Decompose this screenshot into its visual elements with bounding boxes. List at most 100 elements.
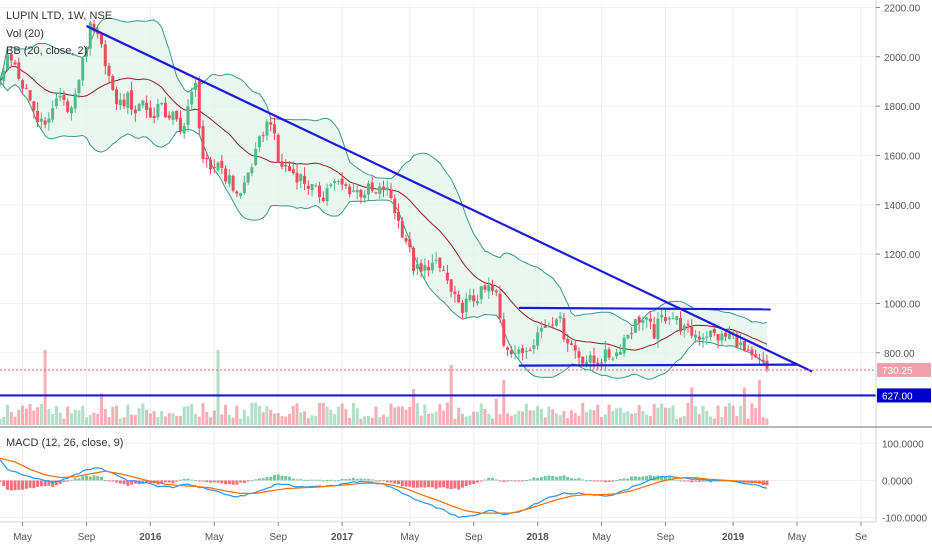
candle-body[interactable] — [615, 352, 619, 357]
candle-body[interactable] — [393, 198, 397, 214]
candle-body[interactable] — [186, 106, 190, 125]
candle-body[interactable] — [336, 181, 340, 183]
candle-body[interactable] — [167, 115, 171, 119]
candle-body[interactable] — [641, 320, 645, 323]
candle-body[interactable] — [242, 182, 246, 194]
candle-body[interactable] — [543, 325, 547, 328]
candle-body[interactable] — [506, 347, 510, 350]
candle-body[interactable] — [13, 62, 17, 65]
candle-body[interactable] — [276, 134, 280, 163]
candle-body[interactable] — [359, 189, 363, 198]
candle-body[interactable] — [280, 161, 284, 167]
candle-body[interactable] — [348, 186, 352, 195]
candle-body[interactable] — [178, 117, 182, 132]
candle-body[interactable] — [637, 316, 641, 323]
candle-body[interactable] — [720, 333, 724, 341]
candle-body[interactable] — [603, 349, 607, 362]
candle-body[interactable] — [494, 290, 498, 293]
candle-body[interactable] — [190, 91, 194, 105]
candle-body[interactable] — [472, 295, 476, 302]
candle-body[interactable] — [66, 101, 70, 112]
candle-body[interactable] — [539, 327, 543, 332]
candle-body[interactable] — [682, 325, 686, 331]
candle-body[interactable] — [558, 316, 562, 319]
candle-body[interactable] — [160, 103, 164, 105]
candle-body[interactable] — [607, 349, 611, 358]
candle-body[interactable] — [502, 319, 506, 346]
candle-body[interactable] — [148, 107, 152, 118]
candle-body[interactable] — [517, 349, 521, 354]
candle-body[interactable] — [709, 330, 713, 337]
candle-body[interactable] — [513, 353, 517, 355]
candle-body[interactable] — [227, 175, 231, 184]
macd-legend[interactable]: MACD (12, 26, close, 9) — [6, 437, 124, 449]
candle-body[interactable] — [133, 109, 137, 114]
candle-body[interactable] — [171, 111, 175, 120]
candle-body[interactable] — [17, 62, 21, 79]
candle-body[interactable] — [727, 333, 731, 340]
candle-body[interactable] — [156, 104, 160, 118]
candle-body[interactable] — [254, 148, 258, 165]
candle-body[interactable] — [32, 101, 36, 111]
candle-body[interactable] — [363, 194, 367, 199]
candle-body[interactable] — [705, 336, 709, 338]
candle-body[interactable] — [577, 351, 581, 358]
candle-body[interactable] — [209, 159, 213, 170]
candle-body[interactable] — [194, 82, 198, 90]
candle-body[interactable] — [400, 220, 404, 238]
candle-body[interactable] — [761, 359, 765, 362]
candle-body[interactable] — [257, 136, 261, 148]
candle-body[interactable] — [491, 284, 495, 291]
candle-body[interactable] — [73, 93, 77, 109]
candle-body[interactable] — [427, 266, 431, 271]
candle-body[interactable] — [445, 272, 449, 281]
candle-body[interactable] — [77, 80, 81, 94]
candle-body[interactable] — [284, 164, 288, 167]
candle-body[interactable] — [100, 34, 104, 45]
candle-body[interactable] — [333, 181, 337, 183]
candle-body[interactable] — [103, 44, 107, 67]
candle-body[interactable] — [6, 54, 10, 70]
candle-body[interactable] — [622, 337, 626, 354]
candle-body[interactable] — [524, 351, 528, 353]
candle-body[interactable] — [54, 98, 58, 107]
candle-body[interactable] — [404, 238, 408, 242]
candle-body[interactable] — [588, 355, 592, 363]
bollinger-legend[interactable]: BB (20, close, 2) — [6, 45, 88, 57]
candle-body[interactable] — [434, 259, 438, 261]
candle-body[interactable] — [438, 257, 442, 268]
candle-body[interactable] — [115, 89, 119, 104]
candle-body[interactable] — [261, 135, 265, 137]
candle-body[interactable] — [385, 187, 389, 190]
candle-body[interactable] — [528, 349, 532, 351]
candle-body[interactable] — [47, 118, 51, 123]
candle-body[interactable] — [318, 185, 322, 198]
candle-body[interactable] — [716, 333, 720, 341]
candle-body[interactable] — [585, 361, 589, 366]
candle-body[interactable] — [479, 286, 483, 300]
candle-body[interactable] — [532, 345, 536, 349]
candle-body[interactable] — [648, 318, 652, 322]
candle-body[interactable] — [596, 362, 600, 365]
candle-body[interactable] — [287, 165, 291, 172]
candle-body[interactable] — [340, 178, 344, 185]
candle-body[interactable] — [145, 102, 149, 111]
candle-body[interactable] — [130, 90, 134, 110]
candle-body[interactable] — [581, 356, 585, 364]
candle-body[interactable] — [566, 339, 570, 344]
candle-body[interactable] — [569, 343, 573, 345]
candle-body[interactable] — [126, 92, 130, 109]
candle-body[interactable] — [626, 334, 630, 339]
candle-body[interactable] — [630, 333, 634, 335]
candle-body[interactable] — [381, 186, 385, 190]
candle-body[interactable] — [310, 184, 314, 191]
candle-body[interactable] — [265, 121, 269, 136]
candle-body[interactable] — [58, 95, 62, 98]
candle-body[interactable] — [152, 115, 156, 118]
candle-body[interactable] — [633, 319, 637, 333]
candle-body[interactable] — [220, 160, 224, 168]
candle-body[interactable] — [712, 329, 716, 334]
range-bottom-line[interactable] — [518, 363, 798, 367]
candle-body[interactable] — [272, 124, 276, 134]
